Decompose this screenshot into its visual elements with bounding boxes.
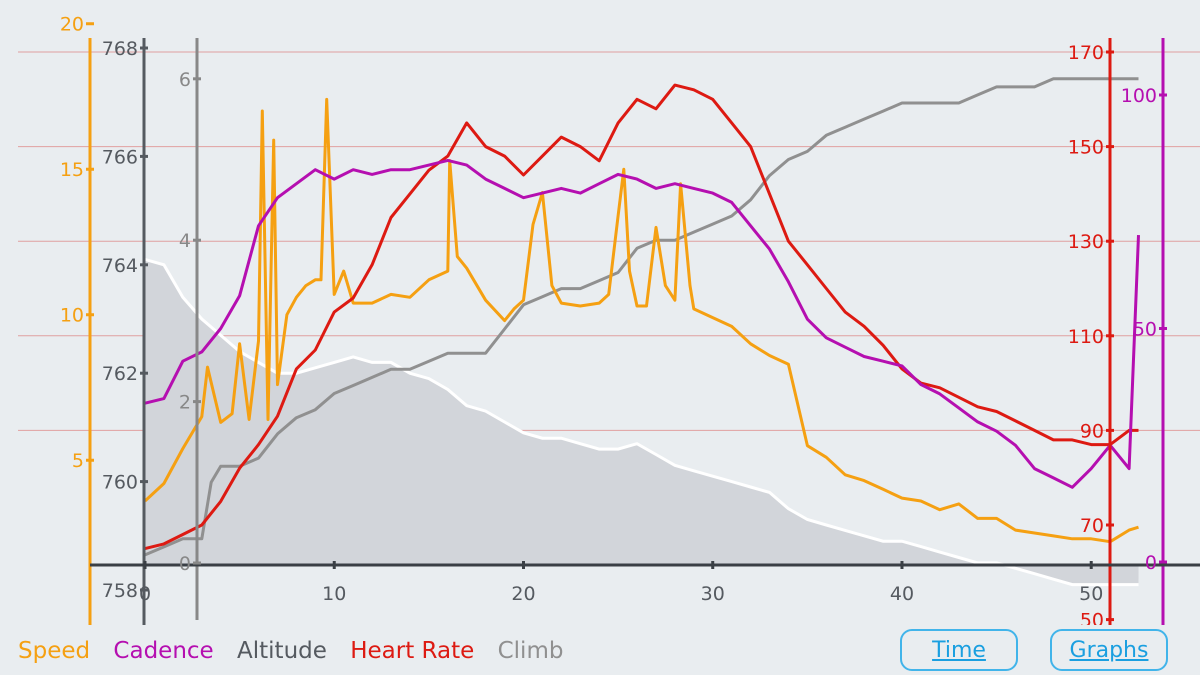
speed-tick-label-5: 5 [72,450,84,472]
legend: Speed Cadence Altitude Heart Rate Climb [18,638,579,664]
time-button[interactable]: Time [900,629,1018,671]
heart_rate-tick-label-150: 150 [1068,137,1104,159]
speed-line [143,97,1139,544]
legend-climb: Climb [497,638,564,664]
altitude-tick-label-764: 764 [102,255,138,277]
series-layer [143,77,1140,587]
altitude-tick-label-766: 766 [102,146,138,168]
x-tick-label-40: 40 [890,583,914,605]
heart_rate-tick-label-110: 110 [1068,326,1104,348]
speed-tick-label-10: 10 [60,305,84,327]
climb-tick-label-0: 0 [179,553,191,575]
altitude-line [144,257,1139,587]
ride-chart: 5 10 15 20 758 760 762 764 766 768 0 2 4 6 50 70 90 110 13… [18,14,1200,625]
altitude-tick-label-768: 768 [102,38,138,60]
x-tick-label-20: 20 [511,583,535,605]
altitude-tick-label-760: 760 [102,472,138,494]
speed-tick-label-20: 20 [60,14,84,36]
heart_rate-tick-label-170: 170 [1068,42,1104,64]
heart_rate-tick-label-130: 130 [1068,231,1104,253]
cadence-tick-label-0: 0 [1145,552,1157,574]
x-tick-label-30: 30 [701,583,725,605]
heart-rate-line [144,83,1139,551]
axes-layer: 5 10 15 20 758 760 762 764 766 768 0 2 4 6 50 70 90 110 13… [60,14,1200,625]
heart_rate-tick-label-70: 70 [1080,515,1104,537]
climb-tick-label-2: 2 [179,392,191,414]
legend-cadence: Cadence [113,638,214,664]
cadence-line [144,158,1140,489]
legend-speed: Speed [18,638,91,664]
speed-tick-label-15: 15 [60,159,84,181]
altitude-tick-label-758: 758 [102,580,138,602]
altitude-area [145,259,1139,585]
climb-tick-label-4: 4 [179,230,191,252]
graphs-button[interactable]: Graphs [1050,629,1168,671]
x-tick-label-0: 0 [139,583,151,605]
heart_rate-tick-label-90: 90 [1080,420,1104,442]
altitude-tick-label-762: 762 [102,363,138,385]
x-tick-label-10: 10 [322,583,346,605]
cadence-tick-label-100: 100 [1121,85,1157,107]
climb-line [144,77,1139,557]
cadence-tick-label-50: 50 [1133,319,1157,341]
climb-tick-label-6: 6 [179,69,191,91]
legend-heart-rate: Heart Rate [350,638,475,664]
legend-altitude: Altitude [237,638,327,664]
x-tick-label-50: 50 [1079,583,1103,605]
heart_rate-tick-label-50: 50 [1080,610,1104,625]
